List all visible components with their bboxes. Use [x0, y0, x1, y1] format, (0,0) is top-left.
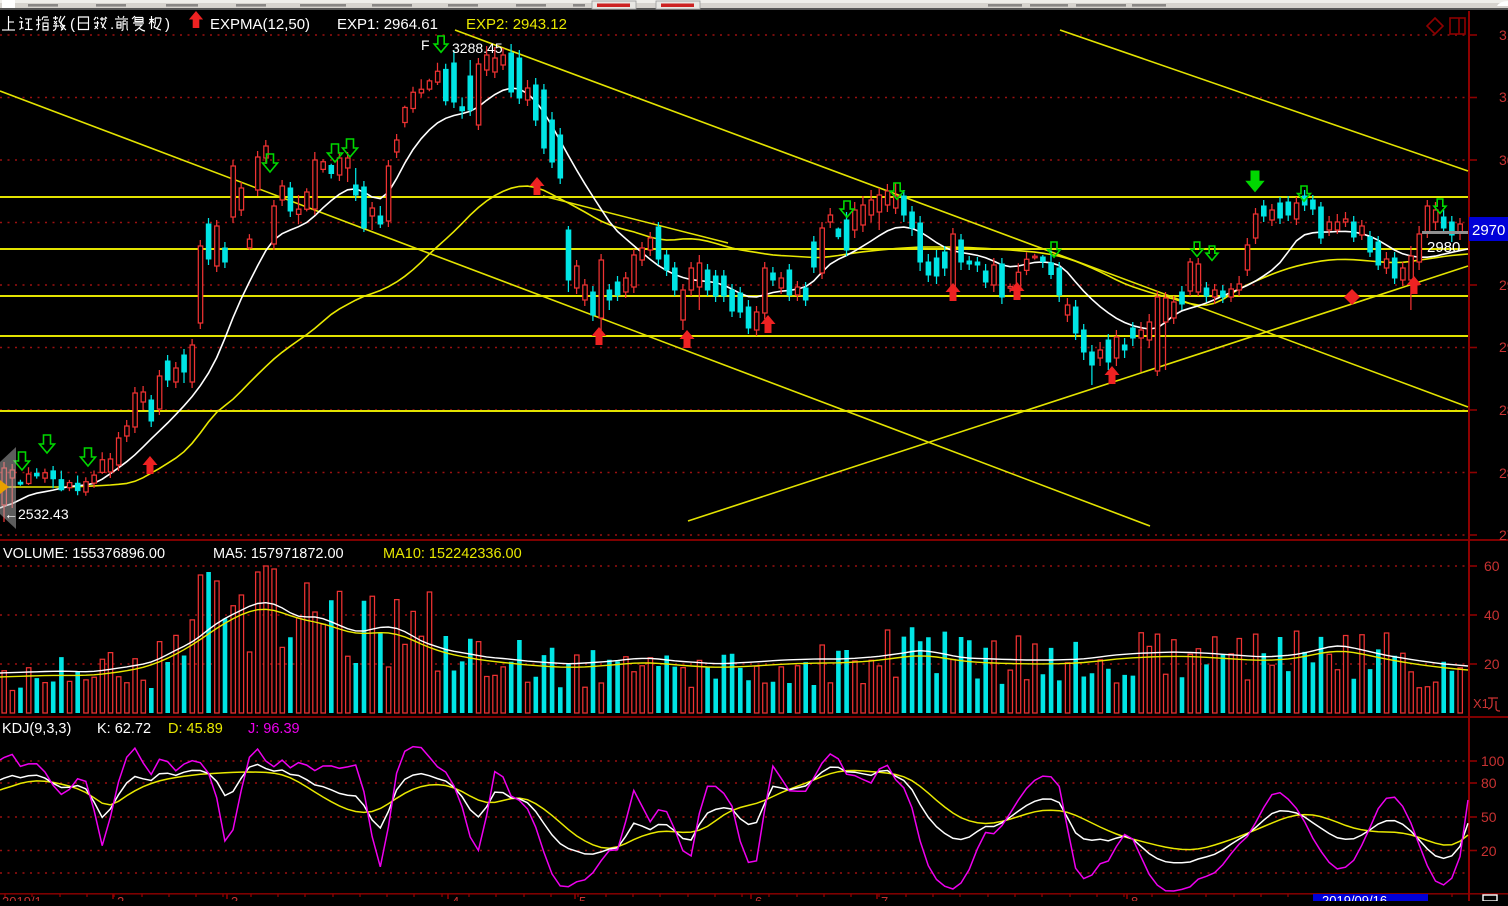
svg-text:J: 96.39: J: 96.39 — [248, 721, 300, 737]
svg-text:KDJ(9,3,3): KDJ(9,3,3) — [2, 721, 71, 737]
svg-text:EXPMA(12,50): EXPMA(12,50) — [210, 16, 310, 33]
svg-text:20: 20 — [1484, 656, 1500, 672]
svg-text:80: 80 — [1481, 775, 1497, 791]
svg-text:2980: 2980 — [1427, 239, 1460, 256]
svg-text:2019/09/16: 2019/09/16 — [1322, 893, 1387, 901]
svg-text:40: 40 — [1484, 607, 1500, 623]
svg-text:20: 20 — [1481, 843, 1497, 859]
svg-text:EXP2: 2943.12: EXP2: 2943.12 — [466, 16, 567, 33]
svg-text:2800: 2800 — [1499, 465, 1508, 481]
svg-text:2750: 2750 — [1499, 527, 1508, 543]
svg-text:2019/1: 2019/1 — [2, 894, 42, 901]
svg-text:D: 45.89: D: 45.89 — [168, 721, 223, 737]
svg-text:3050: 3050 — [1499, 152, 1508, 168]
svg-text:MA10: 152242336.00: MA10: 152242336.00 — [383, 546, 522, 562]
svg-text:(: ( — [70, 16, 75, 33]
svg-text:.: . — [110, 16, 114, 33]
svg-text:F: F — [421, 37, 430, 53]
svg-text:3100: 3100 — [1499, 89, 1508, 105]
svg-text:50: 50 — [1481, 809, 1497, 825]
svg-text:K: 62.72: K: 62.72 — [97, 721, 151, 737]
svg-text:←2532.43: ←2532.43 — [4, 506, 69, 522]
svg-text:8: 8 — [1131, 894, 1138, 901]
svg-text:6: 6 — [755, 894, 762, 901]
svg-text:60: 60 — [1484, 558, 1500, 574]
svg-text:3288.45: 3288.45 — [452, 40, 503, 56]
svg-text:100: 100 — [1481, 753, 1505, 769]
svg-text:4: 4 — [452, 894, 459, 901]
svg-text:): ) — [165, 16, 170, 33]
svg-text:2950: 2950 — [1499, 277, 1508, 293]
svg-text:5: 5 — [579, 894, 586, 901]
svg-text:3150: 3150 — [1499, 27, 1508, 43]
svg-text:7: 7 — [881, 894, 888, 901]
svg-text:2970: 2970 — [1472, 222, 1505, 239]
svg-text:2850: 2850 — [1499, 402, 1508, 418]
svg-text:2900: 2900 — [1499, 339, 1508, 355]
svg-text:VOLUME: 155376896.00: VOLUME: 155376896.00 — [3, 546, 165, 562]
svg-text:3: 3 — [231, 894, 238, 901]
svg-text:MA5: 157971872.00: MA5: 157971872.00 — [213, 546, 344, 562]
svg-text:EXP1: 2964.61: EXP1: 2964.61 — [337, 16, 438, 33]
svg-text:X1: X1 — [1473, 696, 1489, 711]
svg-text:2: 2 — [117, 894, 124, 901]
